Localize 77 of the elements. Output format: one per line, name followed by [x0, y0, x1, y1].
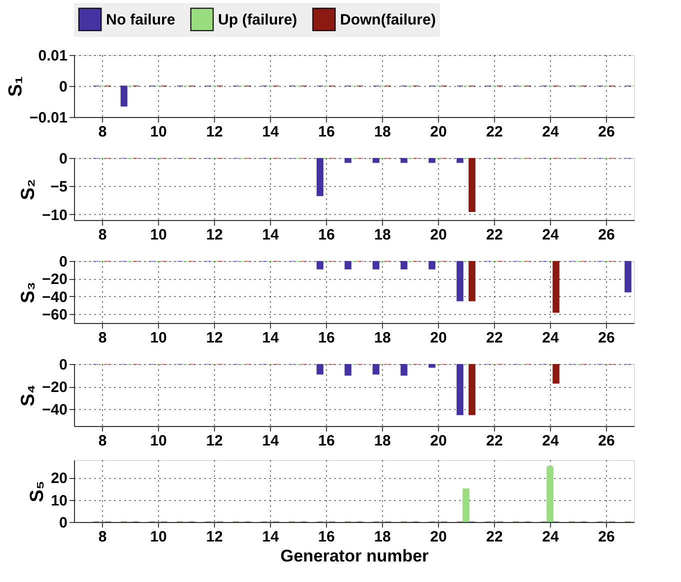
x-tick-label: 26 — [598, 432, 615, 450]
x-tick-label: 10 — [150, 432, 167, 450]
x-tick-label: 10 — [150, 330, 167, 346]
x-tick-label: 8 — [98, 528, 107, 546]
x-tick-label: 16 — [318, 124, 335, 140]
x-tick-label: 14 — [262, 432, 280, 450]
x-tick-label: 26 — [598, 330, 615, 346]
y-tick-label: 0.01 — [38, 48, 68, 64]
y-axis-title: S₄ — [18, 384, 40, 406]
y-tick-label: −20 — [42, 379, 68, 396]
y-tick-label: −0.01 — [30, 110, 68, 126]
x-tick-label: 8 — [98, 330, 107, 346]
bar — [546, 466, 554, 522]
x-tick-label: 24 — [542, 226, 560, 244]
x-tick-label: 22 — [486, 330, 503, 346]
y-tick-label: −40 — [42, 288, 68, 306]
y-tick-label: 20 — [50, 470, 68, 488]
x-tick-label: 20 — [430, 432, 447, 450]
x-tick-label: 22 — [486, 432, 503, 450]
x-tick-label: 18 — [374, 124, 391, 140]
x-tick-label: 22 — [486, 124, 503, 140]
x-tick-label: 16 — [318, 528, 335, 546]
x-tick-label: 20 — [430, 124, 447, 140]
y-tick-label: −60 — [42, 306, 68, 324]
x-tick-label: 18 — [374, 432, 391, 450]
x-tick-label: 20 — [430, 226, 447, 244]
y-tick-label: 0 — [59, 150, 68, 168]
y-tick-label: 0 — [59, 514, 68, 532]
legend-label: Up (failure) — [218, 11, 298, 28]
x-tick-label: 24 — [542, 124, 560, 140]
y-tick-label: −10 — [42, 206, 68, 224]
y-axis-title: S₃ — [18, 282, 40, 304]
legend-label: No failure — [106, 11, 176, 28]
y-tick-label: 0 — [59, 356, 68, 374]
x-tick-label: 16 — [318, 226, 335, 244]
x-tick-label: 16 — [318, 330, 335, 346]
y-tick-label: −40 — [42, 402, 68, 419]
x-tick-label: 24 — [542, 528, 560, 546]
y-axis-title: S₂ — [18, 178, 40, 200]
x-tick-label: 26 — [598, 528, 615, 546]
x-tick-label: 8 — [98, 226, 107, 244]
x-tick-label: 18 — [374, 226, 391, 244]
x-tick-label: 8 — [98, 432, 107, 450]
y-tick-label: 0 — [59, 254, 68, 270]
x-tick-label: 24 — [542, 330, 560, 346]
x-tick-label: 10 — [150, 226, 167, 244]
y-axis-title: S₅ — [26, 480, 48, 502]
x-tick-label: 26 — [598, 124, 615, 140]
x-tick-label: 20 — [430, 330, 447, 346]
x-tick-label: 22 — [486, 226, 503, 244]
x-tick-label: 14 — [262, 330, 280, 346]
bar — [462, 488, 470, 522]
x-tick-label: 14 — [262, 226, 280, 244]
x-tick-label: 10 — [150, 528, 167, 546]
x-tick-label: 18 — [374, 528, 391, 546]
x-tick-label: 18 — [374, 330, 391, 346]
x-tick-label: 12 — [206, 528, 223, 546]
x-tick-label: 10 — [150, 124, 167, 140]
x-axis-title: Generator number — [280, 546, 430, 566]
x-tick-label: 16 — [318, 432, 335, 450]
x-tick-label: 26 — [598, 226, 615, 244]
x-tick-label: 24 — [542, 432, 560, 450]
x-tick-label: 20 — [430, 528, 447, 546]
y-axis-title: S₁ — [6, 76, 27, 97]
x-tick-label: 14 — [262, 124, 280, 140]
x-tick-label: 12 — [206, 432, 223, 450]
x-tick-label: 8 — [98, 124, 107, 140]
x-tick-label: 22 — [486, 528, 503, 546]
y-tick-label: −5 — [50, 178, 68, 196]
legend-label: Down(failure) — [340, 11, 436, 28]
y-tick-label: 10 — [50, 492, 68, 510]
y-tick-label: −20 — [42, 271, 68, 288]
x-tick-label: 12 — [206, 124, 223, 140]
y-tick-label: 0 — [59, 78, 68, 96]
x-tick-label: 12 — [206, 226, 223, 244]
x-tick-label: 14 — [262, 528, 280, 546]
x-tick-label: 12 — [206, 330, 223, 346]
